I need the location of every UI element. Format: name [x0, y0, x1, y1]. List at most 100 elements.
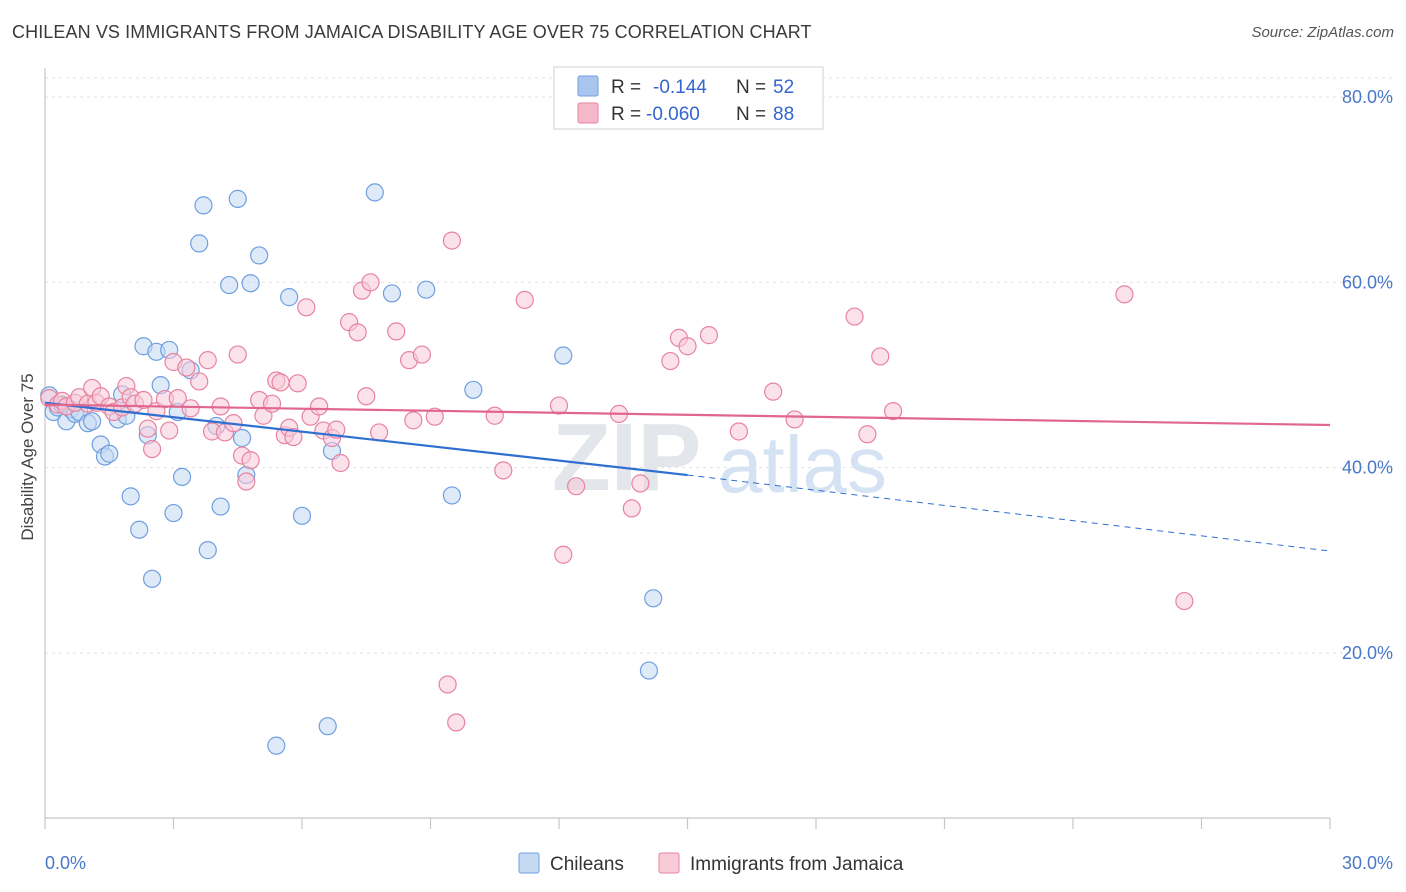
legend-n-value-1: 52 — [773, 77, 794, 98]
data-point — [160, 421, 179, 440]
data-point — [327, 420, 346, 439]
data-point — [858, 425, 877, 444]
legend-r-value-2: -0.060 — [646, 104, 700, 125]
data-point — [404, 411, 423, 430]
data-point — [622, 499, 641, 518]
data-point — [871, 347, 890, 366]
data-point — [549, 396, 569, 415]
data-point — [271, 373, 290, 392]
data-point — [1115, 285, 1134, 304]
data-point — [661, 351, 680, 371]
legend-n-label-1: N = — [736, 77, 766, 98]
data-point — [348, 323, 367, 342]
data-point — [554, 545, 573, 564]
trend-line-extension — [687, 474, 1331, 552]
data-point — [250, 246, 269, 265]
legend-r-label-1: R = — [611, 77, 641, 98]
data-point — [412, 345, 432, 364]
data-point — [382, 284, 402, 303]
trend-line — [44, 401, 688, 477]
data-point — [138, 419, 157, 438]
data-point — [190, 372, 209, 391]
data-point — [237, 472, 256, 491]
data-point — [442, 231, 462, 250]
trend-lines — [44, 401, 1331, 552]
series-legend: Chileans Immigrants from Jamaica — [518, 852, 904, 875]
x-tick-marks — [44, 818, 1331, 829]
trend-line — [44, 403, 1331, 427]
data-point — [678, 337, 697, 356]
data-point — [515, 290, 534, 310]
data-point — [442, 486, 462, 505]
data-point — [485, 406, 504, 425]
data-point — [764, 382, 783, 401]
chart-title: CHILEAN VS IMMIGRANTS FROM JAMAICA DISAB… — [12, 22, 812, 42]
data-point — [190, 234, 209, 253]
stats-legend-box — [553, 66, 824, 130]
series-legend-label-jamaica: Immigrants from Jamaica — [690, 854, 904, 875]
data-point — [142, 439, 162, 459]
data-point — [447, 713, 466, 732]
data-point — [464, 380, 483, 399]
data-point — [121, 487, 140, 506]
stats-legend: R = -0.144 N = 52 R = -0.060 N = 88 — [553, 66, 824, 130]
data-point — [267, 736, 286, 755]
data-point — [172, 467, 192, 486]
data-point — [438, 675, 457, 694]
data-point — [262, 394, 282, 413]
data-point — [220, 275, 239, 295]
series-legend-label-chileans: Chileans — [550, 854, 624, 875]
data-point — [644, 589, 663, 608]
series-legend-swatch-chileans — [518, 852, 540, 874]
data-point — [198, 351, 217, 370]
data-point — [297, 298, 316, 317]
data-point — [177, 358, 196, 377]
y-tick-label: 80.0% — [1342, 87, 1393, 107]
legend-n-label-2: N = — [736, 104, 766, 125]
data-point — [310, 397, 329, 416]
data-point — [228, 345, 247, 364]
x-tick-label-max: 30.0% — [1342, 853, 1393, 873]
data-point — [83, 412, 102, 431]
data-point — [785, 410, 804, 429]
data-point — [288, 374, 307, 393]
data-point — [232, 428, 252, 448]
data-point — [567, 477, 586, 496]
data-point — [361, 273, 380, 292]
data-point — [699, 326, 719, 345]
data-point — [1175, 591, 1194, 611]
y-tick-label: 60.0% — [1342, 272, 1393, 292]
data-point — [292, 506, 312, 525]
data-point — [370, 423, 389, 442]
data-point — [357, 387, 376, 406]
gridlines — [45, 77, 1393, 654]
series-jamaica-points — [40, 231, 1194, 732]
data-point — [198, 541, 217, 560]
data-point — [100, 444, 119, 463]
y-tick-labels: 20.0% 40.0% 60.0% 80.0% — [1342, 87, 1393, 663]
y-axis-label: Disability Age Over 75 — [18, 373, 37, 540]
data-point — [387, 322, 406, 341]
data-point — [331, 453, 350, 473]
x-tick-label-min: 0.0% — [45, 853, 86, 873]
data-point — [494, 461, 513, 480]
legend-r-label-2: R = — [611, 104, 641, 125]
legend-swatch-jamaica — [577, 102, 599, 124]
data-point — [845, 307, 864, 326]
data-point — [228, 189, 247, 208]
data-point — [365, 183, 384, 202]
y-tick-label: 40.0% — [1342, 458, 1393, 478]
data-point — [318, 717, 337, 736]
data-point — [425, 407, 444, 426]
data-point — [241, 274, 260, 293]
series-legend-swatch-jamaica — [658, 852, 680, 874]
data-point — [241, 451, 260, 470]
y-tick-label: 20.0% — [1342, 643, 1393, 663]
data-point — [194, 196, 213, 215]
data-point — [142, 569, 162, 588]
data-point — [181, 399, 200, 418]
data-point — [134, 390, 153, 410]
data-point — [280, 288, 299, 307]
data-point — [130, 520, 149, 539]
